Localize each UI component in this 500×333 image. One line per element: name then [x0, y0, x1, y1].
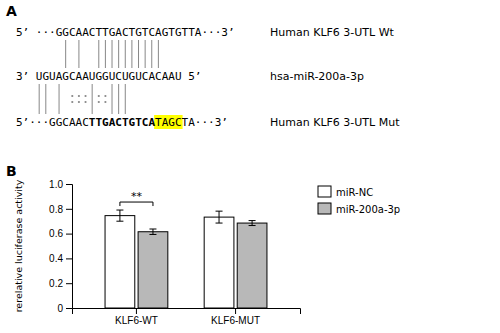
y-tick: 0	[57, 303, 72, 314]
pairing-line	[112, 84, 113, 114]
legend-label: miR-200a-3p	[336, 204, 400, 215]
y-tick: 0.6	[49, 228, 72, 239]
bar	[138, 232, 168, 308]
wobble-dot	[104, 101, 106, 103]
wobble-dot	[78, 101, 80, 103]
sequence: TTGACTGTCA	[89, 116, 156, 129]
legend: miR-NC miR-200a-3p	[318, 186, 400, 215]
legend-entry: miR-NC	[318, 186, 373, 198]
pairing-line	[105, 40, 106, 68]
y-tick: 0.2	[49, 278, 72, 289]
pairing-line	[151, 40, 152, 68]
pairing-line	[59, 84, 60, 114]
legend-entry: miR-200a-3p	[318, 203, 400, 215]
pairing-line	[98, 40, 99, 68]
tick-label: 0.8	[49, 204, 63, 215]
pairing-line	[78, 40, 79, 68]
pairing-line	[131, 40, 132, 68]
sequence: TA···3’	[182, 116, 228, 129]
pairing-line	[145, 40, 146, 68]
pairing-line	[118, 84, 119, 114]
plot-area	[105, 210, 267, 308]
pairing-line	[112, 40, 113, 68]
pairing-line	[125, 84, 126, 114]
y-axis-title: rerelative luciferase activity	[13, 179, 24, 312]
y-tick: 0.4	[49, 253, 72, 264]
tick-mark	[66, 258, 72, 259]
y-axis: 0 0.2 0.4 0.6 0.8 1.0	[49, 179, 72, 314]
legend-label: miR-NC	[336, 187, 373, 198]
annotation: **	[131, 190, 143, 203]
highlight	[154, 115, 183, 129]
wobble-dot	[78, 95, 80, 97]
panel-label: B	[6, 163, 17, 179]
tick-label: KLF6-MUT	[211, 315, 260, 326]
y-tick: 1.0	[49, 179, 72, 190]
wobble-dot	[71, 95, 73, 97]
pairing-line	[45, 84, 46, 114]
tick-label: KLF6-WT	[115, 315, 158, 326]
error-bar	[116, 210, 123, 221]
y-tick: 0.8	[49, 204, 72, 215]
tick-mark	[66, 234, 72, 235]
figure: A 5’ ···GGCAACTTGACTGTCAGTGTTA···3’ 3’ UGU…	[0, 0, 500, 333]
sequence-label: Human KLF6 3-UTL Wt	[270, 26, 395, 39]
x-tick: KLF6-WT	[115, 308, 158, 326]
pairing-line	[65, 40, 66, 68]
tick-mark	[66, 209, 72, 210]
sequence: 5’ ···GGCAACTTGACTGTCAGTGTTA···3’	[16, 26, 235, 39]
panel-label: A	[6, 3, 17, 19]
tick-label: 1.0	[49, 179, 63, 190]
pairing-line	[118, 40, 119, 68]
error-bar	[249, 221, 256, 226]
tick-mark	[136, 308, 137, 314]
sequence-label: hsa-miR-200a-3p	[270, 70, 364, 83]
bar	[105, 216, 135, 308]
sequence-label: Human KLF6 3-UTL Mut	[270, 116, 400, 129]
sequence: 5’···GGCAAC	[16, 116, 89, 129]
pairing-line	[125, 40, 126, 68]
tick-label: 0.4	[49, 253, 63, 264]
panel-a: A 5’ ···GGCAACTTGACTGTCAGTGTTA···3’ 3’ UGU…	[6, 3, 400, 129]
sequence: 3’ UGUAGCAAUGGUCUGUCACAAU 5’	[16, 70, 201, 83]
legend-swatch	[318, 203, 331, 214]
panel-b: B 0 0.2 0.4 0.6 0.8 1.0 KLF6-WT KLF6-MUT rerelati…	[6, 163, 400, 326]
bar	[204, 217, 234, 308]
tick-label: 0	[57, 303, 63, 314]
tick-mark	[66, 283, 72, 284]
wobble-dot	[84, 101, 86, 103]
legend-swatch	[318, 186, 331, 197]
tick-label: 0.6	[49, 228, 63, 239]
pairing-line	[138, 40, 139, 68]
bar	[237, 223, 267, 308]
pairing-line	[92, 84, 93, 114]
x-tick: KLF6-MUT	[211, 308, 260, 326]
wobble-dot	[84, 95, 86, 97]
wobble-dot	[98, 101, 100, 103]
error-bar	[149, 229, 156, 234]
tick-mark	[235, 308, 236, 314]
tick-mark	[66, 184, 72, 185]
axis-line	[73, 309, 301, 315]
tick-mark	[66, 308, 72, 309]
wobble-dot	[104, 95, 106, 97]
pairing-line	[39, 84, 40, 114]
axis-line	[66, 185, 73, 309]
error-bar	[216, 211, 223, 223]
pairing-line	[158, 40, 159, 68]
wobble-dot	[71, 101, 73, 103]
sequence: TAGC	[155, 116, 182, 129]
x-axis: KLF6-WT KLF6-MUT	[73, 308, 301, 326]
wobble-dot	[98, 95, 100, 97]
tick-label: 0.2	[49, 278, 63, 289]
